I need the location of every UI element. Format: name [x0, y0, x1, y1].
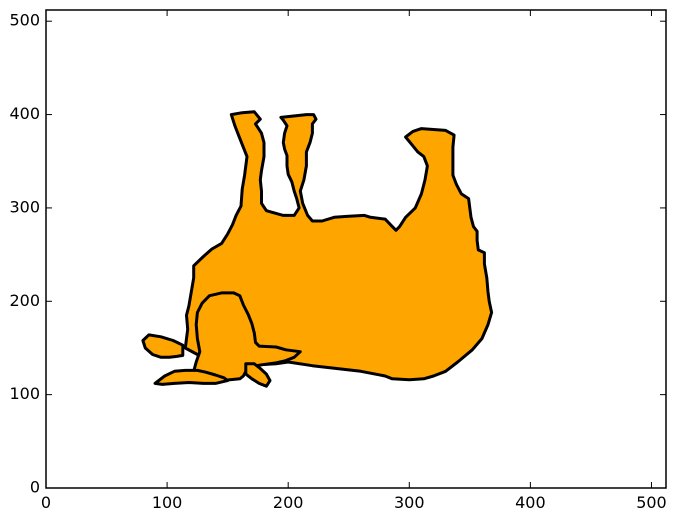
- x-tick-label: 400: [515, 493, 546, 512]
- x-tick-label: 500: [636, 493, 667, 512]
- x-tick-label: 100: [152, 493, 183, 512]
- x-tick-label: 200: [273, 493, 304, 512]
- tick-layer: 0 100 200 300 400 500 0 100 200 300 400 500: [9, 10, 667, 512]
- series-muzzle: [153, 368, 230, 386]
- x-tick-label: 0: [41, 493, 51, 512]
- y-tick-label: 0: [30, 478, 40, 497]
- y-tick-label: 200: [9, 291, 40, 310]
- series-left-ear: [141, 333, 185, 359]
- series-cow-body: [183, 110, 494, 382]
- y-tick-label: 100: [9, 384, 40, 403]
- plot-layer: [141, 110, 494, 388]
- y-tick-label: 500: [9, 11, 40, 30]
- y-tick-label: 400: [9, 104, 40, 123]
- x-tick-label: 300: [394, 493, 425, 512]
- axes-frame: [45, 9, 667, 489]
- y-tick-label: 300: [9, 197, 40, 216]
- series-right-ear: [244, 362, 272, 388]
